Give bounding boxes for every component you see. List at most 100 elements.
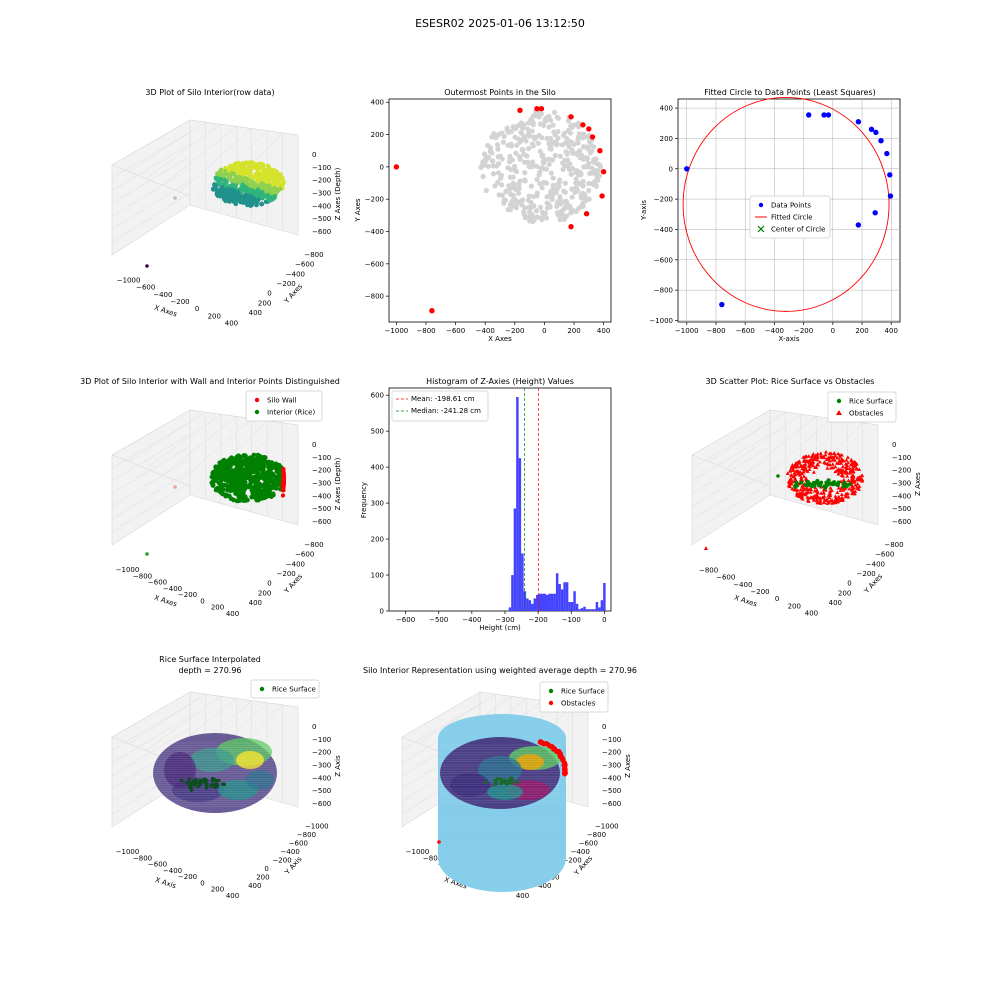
outer-title: Outermost Points in the Silo bbox=[444, 88, 556, 97]
raw3d-point bbox=[265, 193, 270, 198]
outer-outer-point bbox=[580, 122, 586, 128]
outer-cloud-point bbox=[548, 190, 554, 196]
outer-cloud-point bbox=[548, 170, 554, 176]
repr3d-rice-point bbox=[493, 778, 497, 783]
hist-bar bbox=[553, 593, 556, 611]
wall3d-interior-point bbox=[251, 452, 257, 458]
wall3d-legend-swatch bbox=[254, 397, 260, 403]
outer-outer-point bbox=[429, 307, 435, 314]
outer-outer-point bbox=[583, 211, 590, 217]
outer-cloud-point bbox=[490, 163, 496, 169]
outer-cloud-point bbox=[505, 129, 512, 136]
outer-cloud-point bbox=[581, 164, 587, 170]
scatter3d-obstacle-point bbox=[844, 466, 849, 470]
scatter3d-obstacle-point bbox=[803, 462, 808, 466]
circle-legend-label: Fitted Circle bbox=[771, 214, 813, 222]
scatter3d-ytick-label: 400 bbox=[829, 599, 842, 607]
repr3d-surface-patch bbox=[516, 754, 544, 770]
interp3d-ztick-label: −500 bbox=[312, 787, 331, 795]
outer-cloud-point bbox=[578, 192, 584, 198]
outer-cloud-point bbox=[576, 205, 582, 211]
hist-bar bbox=[583, 606, 586, 611]
raw3d-point bbox=[218, 181, 223, 186]
scatter3d-obstacle-point bbox=[821, 491, 826, 495]
raw3d-point bbox=[173, 196, 177, 200]
scatter3d-rice-point bbox=[826, 480, 831, 485]
wall3d-gridline bbox=[145, 414, 222, 469]
raw3d-point bbox=[236, 192, 242, 197]
circle-ytick-label: −600 bbox=[654, 256, 673, 264]
raw3d-ytick-label: −200 bbox=[277, 280, 296, 288]
wall3d-interior-point bbox=[266, 484, 272, 490]
raw3d-xtick-label: 0 bbox=[195, 305, 199, 313]
scatter3d-obstacle-point bbox=[790, 486, 795, 491]
interp3d-rice-point bbox=[198, 781, 202, 786]
hist-bar bbox=[565, 582, 569, 611]
wall3d-xtick-label: −400 bbox=[163, 585, 182, 593]
outer-cloud-point bbox=[564, 151, 570, 157]
raw3d-xtick-label: −1000 bbox=[117, 277, 141, 285]
wall3d-interior-point bbox=[253, 493, 259, 499]
scatter3d-obstacle-point bbox=[799, 475, 804, 480]
raw3d-ytick-label: 400 bbox=[249, 309, 262, 317]
wall3d-interior-point bbox=[233, 473, 239, 479]
wall3d-interior-point bbox=[272, 462, 278, 468]
circle-data-point bbox=[821, 112, 827, 118]
wall3d-ytick-label: 400 bbox=[249, 599, 262, 607]
interp3d-rice-point bbox=[192, 783, 197, 787]
raw3d-gridline bbox=[111, 131, 191, 179]
interp3d-gridline bbox=[145, 696, 222, 751]
scatter3d-rice-point bbox=[824, 484, 829, 489]
outer-cloud-point bbox=[533, 208, 540, 214]
interp3d-xtick-label: −600 bbox=[148, 861, 167, 869]
outer-ytick-label: −200 bbox=[365, 196, 384, 204]
outer-ylabel: Y Axes bbox=[354, 198, 362, 223]
circle-fitted-circle bbox=[682, 97, 890, 312]
wall3d-interior-point bbox=[262, 486, 268, 491]
scatter3d-obstacle-point bbox=[835, 490, 840, 495]
interp3d-rice-point bbox=[194, 777, 198, 782]
outer-cloud-point bbox=[560, 166, 566, 172]
scatter3d-obstacle-point bbox=[840, 457, 845, 461]
interp3d-title-line2: depth = 270.96 bbox=[178, 666, 242, 675]
repr3d-ytick-label: −600 bbox=[579, 839, 598, 847]
raw3d-gridline bbox=[111, 144, 191, 191]
outer-cloud-point bbox=[496, 161, 502, 167]
scatter3d-obstacle-point bbox=[810, 453, 815, 458]
outer-cloud-point bbox=[571, 122, 577, 128]
wall3d-gridline bbox=[179, 418, 252, 483]
interp3d-ytick-label: −400 bbox=[281, 848, 300, 856]
scatter3d-obstacle-point bbox=[843, 494, 848, 498]
hist-xtick-label: −500 bbox=[429, 616, 448, 624]
repr3d-xtick-label: −1000 bbox=[406, 848, 430, 856]
outer-cloud-point bbox=[548, 146, 554, 152]
raw3d-point bbox=[238, 175, 244, 180]
wall3d-ytick-label: 200 bbox=[258, 589, 271, 597]
scatter3d-obstacle-point bbox=[793, 476, 798, 481]
repr3d-ytick-label: −1000 bbox=[595, 822, 619, 830]
circle-data-point bbox=[887, 172, 893, 178]
outer-cloud-point bbox=[537, 148, 543, 155]
repr3d-cylinder-bottom bbox=[438, 824, 566, 892]
scatter3d-obstacle-point bbox=[795, 491, 800, 495]
hist-ytick-label: 600 bbox=[371, 392, 384, 400]
outer-cloud-point bbox=[561, 188, 567, 194]
scatter3d-obstacle-point bbox=[797, 471, 802, 476]
raw3d-point bbox=[233, 174, 239, 180]
circle-data-point bbox=[719, 301, 725, 308]
wall3d-gridline bbox=[111, 446, 191, 494]
circle-xtick-label: −800 bbox=[706, 327, 725, 335]
wall3d-interior-point bbox=[242, 473, 248, 479]
scatter3d-obstacle-point bbox=[792, 487, 797, 492]
outer-cloud-point bbox=[536, 114, 542, 120]
repr3d-rice-point bbox=[483, 780, 488, 785]
outer-cloud-point bbox=[569, 139, 575, 145]
scatter3d-obstacle-point bbox=[801, 455, 806, 459]
scatter3d-obstacle-point bbox=[814, 498, 819, 502]
scatter3d-gridline bbox=[691, 434, 771, 481]
outer-cloud-point bbox=[560, 214, 566, 220]
raw3d-point bbox=[271, 189, 276, 195]
scatter3d-obstacle-point bbox=[825, 466, 830, 470]
raw3d-point bbox=[230, 195, 236, 201]
